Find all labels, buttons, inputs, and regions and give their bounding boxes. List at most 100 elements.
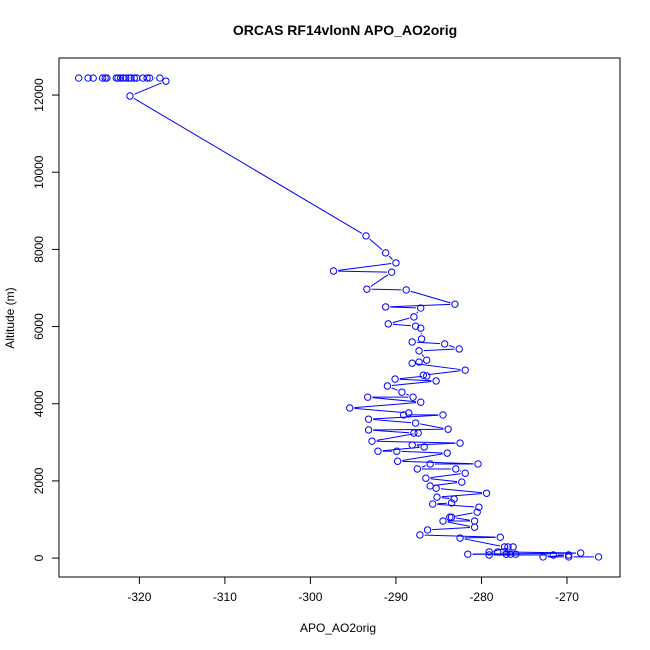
y-tick-label: 10000	[32, 155, 46, 189]
series-segment	[390, 306, 417, 309]
data-point	[384, 320, 392, 328]
data-point	[364, 393, 372, 401]
series-segment	[376, 433, 414, 441]
data-point	[413, 465, 422, 473]
data-point	[419, 371, 428, 379]
data-point	[485, 548, 493, 556]
series-segment	[373, 428, 444, 431]
data-point	[405, 409, 413, 417]
series-segment	[448, 344, 455, 348]
series-segment	[388, 255, 393, 260]
data-point	[368, 437, 376, 445]
series-segment	[392, 317, 410, 324]
series-segment	[369, 238, 383, 251]
data-point	[564, 553, 573, 561]
series-segment	[464, 538, 501, 547]
data-point	[456, 439, 464, 447]
data-point	[426, 482, 434, 490]
series-segment	[134, 82, 162, 95]
x-tick-label: -290	[384, 590, 408, 604]
series-segment	[416, 442, 456, 446]
data-point	[439, 517, 447, 525]
series-segment	[434, 482, 458, 486]
axes: -320 -310 -300 -290 -280 -270 0 2000 4000 6000 800…	[32, 78, 579, 604]
data-point	[414, 429, 422, 437]
data-point	[103, 74, 111, 82]
series-segment	[376, 440, 456, 444]
series-segment	[421, 465, 426, 468]
chart-title: ORCAS RF14vlonN APO_AO2orig	[233, 22, 457, 38]
data-point	[475, 503, 483, 511]
data-point	[564, 551, 573, 559]
data-point	[398, 388, 406, 396]
data-point	[411, 322, 420, 330]
data-point	[162, 77, 170, 85]
series-segment	[464, 536, 496, 539]
series-segment	[373, 419, 411, 424]
data-point	[447, 513, 456, 521]
x-tick-label: -300	[298, 590, 322, 604]
data-point	[511, 550, 520, 558]
data-point	[416, 531, 424, 539]
data-point	[410, 313, 418, 321]
data-point	[402, 286, 410, 294]
data-point	[482, 489, 491, 497]
series-segment	[424, 534, 496, 538]
data-point	[464, 550, 472, 558]
y-axis-label: Altitude (m)	[3, 287, 17, 348]
y-tick-label: 12000	[32, 78, 46, 112]
y-tick-label: 6000	[32, 313, 46, 340]
data-point	[594, 553, 603, 561]
data-point	[116, 74, 125, 82]
series-segment	[391, 387, 398, 391]
series-segment	[399, 375, 423, 380]
data-point	[74, 74, 83, 82]
data-point	[143, 74, 151, 82]
series-segment	[402, 460, 474, 465]
data-point	[346, 404, 354, 412]
data-point	[423, 356, 431, 364]
data-point	[576, 549, 585, 557]
data-point	[455, 345, 463, 353]
series-segment	[401, 450, 443, 454]
data-point	[504, 543, 512, 551]
series-segment	[354, 402, 417, 409]
data-point	[451, 300, 459, 308]
data-point	[411, 419, 420, 427]
data-point	[410, 429, 418, 437]
series-segment	[371, 288, 402, 291]
data-point	[429, 500, 437, 508]
data-point	[408, 441, 416, 449]
data-point	[502, 550, 510, 558]
data-point	[98, 74, 107, 82]
data-point	[473, 508, 481, 516]
series-segment	[390, 303, 451, 308]
series-segment	[447, 521, 471, 527]
y-tick-label: 0	[32, 554, 46, 561]
data-point	[549, 551, 557, 559]
series-segment	[416, 363, 461, 371]
data-point	[452, 465, 460, 473]
series-segment	[493, 547, 509, 552]
data-point	[363, 285, 371, 293]
series-segment	[432, 526, 470, 531]
data-point	[433, 493, 441, 501]
data-point	[408, 338, 416, 346]
data-point	[461, 366, 469, 374]
series-segment	[423, 348, 455, 352]
series-segment	[406, 393, 409, 396]
data-point	[122, 74, 130, 82]
data-point	[423, 526, 432, 534]
series-segment	[416, 341, 441, 345]
y-tick-label: 8000	[32, 236, 46, 263]
series-segment	[416, 311, 419, 314]
data-point	[364, 415, 373, 423]
data-point	[417, 324, 425, 332]
x-tick-label: -310	[213, 590, 237, 604]
data-point	[439, 411, 447, 419]
data-point	[381, 249, 390, 257]
data-point	[381, 303, 390, 311]
data-point	[474, 460, 482, 468]
data-point	[506, 550, 515, 558]
